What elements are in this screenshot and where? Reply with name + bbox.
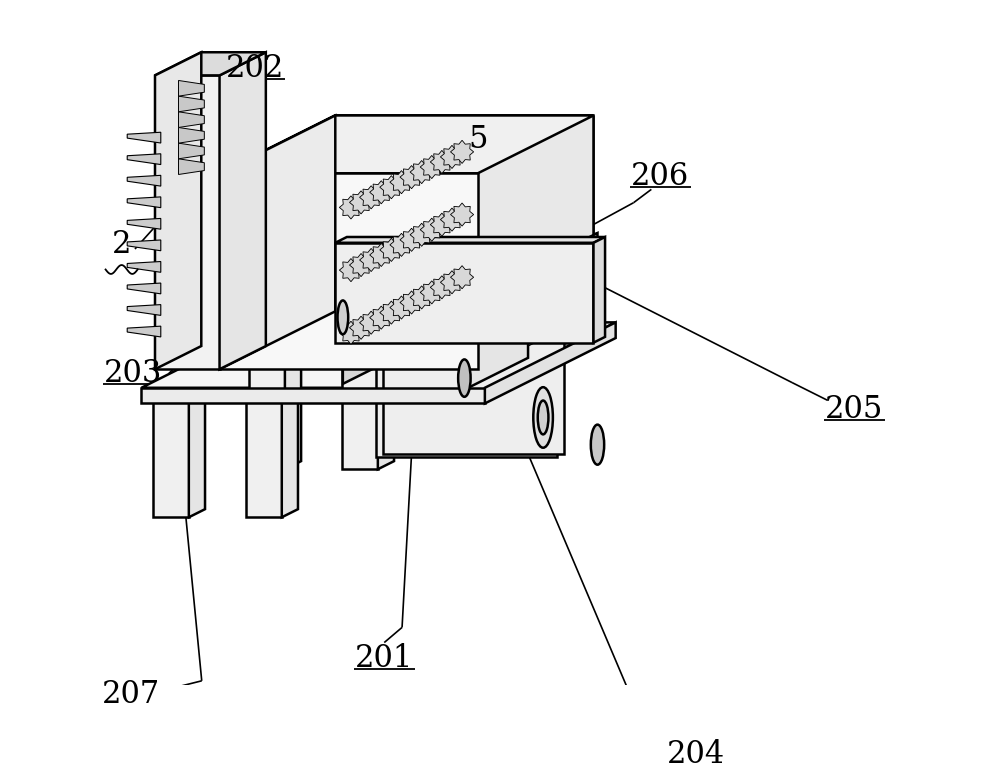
Polygon shape	[155, 52, 201, 369]
Polygon shape	[400, 165, 423, 189]
Polygon shape	[155, 76, 220, 369]
Ellipse shape	[533, 387, 553, 448]
Polygon shape	[127, 197, 161, 207]
Polygon shape	[349, 253, 373, 277]
Polygon shape	[285, 346, 301, 469]
Text: 206: 206	[631, 161, 689, 191]
Text: 205: 205	[825, 394, 884, 425]
Polygon shape	[390, 171, 413, 194]
Polygon shape	[178, 159, 204, 174]
Polygon shape	[155, 52, 266, 76]
Polygon shape	[343, 233, 597, 384]
Polygon shape	[246, 402, 282, 517]
Text: 5: 5	[468, 124, 487, 155]
Polygon shape	[141, 322, 616, 388]
Polygon shape	[380, 176, 403, 199]
Polygon shape	[178, 80, 204, 96]
Polygon shape	[349, 316, 373, 340]
Polygon shape	[380, 239, 403, 262]
Polygon shape	[335, 116, 593, 311]
Polygon shape	[335, 237, 605, 243]
Polygon shape	[420, 218, 443, 241]
Polygon shape	[378, 346, 394, 469]
Polygon shape	[127, 304, 161, 315]
Polygon shape	[430, 275, 453, 299]
Polygon shape	[127, 240, 161, 251]
Polygon shape	[440, 208, 464, 231]
Polygon shape	[220, 116, 335, 369]
Polygon shape	[440, 145, 464, 168]
Ellipse shape	[338, 301, 348, 334]
Polygon shape	[349, 190, 373, 214]
Polygon shape	[370, 306, 393, 329]
Polygon shape	[339, 321, 363, 344]
Polygon shape	[178, 128, 204, 143]
Polygon shape	[189, 394, 205, 517]
Ellipse shape	[458, 360, 471, 397]
Polygon shape	[410, 223, 433, 246]
Polygon shape	[450, 140, 474, 164]
Polygon shape	[370, 181, 393, 203]
Polygon shape	[430, 151, 453, 174]
Polygon shape	[178, 112, 204, 128]
Text: 207: 207	[101, 679, 160, 710]
Text: 203: 203	[104, 358, 162, 389]
Polygon shape	[420, 155, 443, 178]
Polygon shape	[467, 311, 528, 389]
Text: 202: 202	[226, 53, 284, 84]
Polygon shape	[360, 249, 383, 272]
Polygon shape	[440, 271, 464, 294]
Polygon shape	[141, 388, 485, 403]
Polygon shape	[360, 311, 383, 334]
Polygon shape	[220, 174, 478, 369]
Polygon shape	[220, 52, 266, 369]
Polygon shape	[220, 116, 593, 174]
Polygon shape	[478, 301, 593, 371]
Polygon shape	[249, 353, 285, 469]
Polygon shape	[380, 301, 403, 324]
Polygon shape	[390, 296, 413, 319]
Polygon shape	[370, 243, 393, 266]
Polygon shape	[485, 322, 616, 403]
Polygon shape	[127, 262, 161, 272]
Polygon shape	[390, 233, 413, 256]
Ellipse shape	[538, 401, 548, 435]
Polygon shape	[450, 265, 474, 289]
Polygon shape	[400, 228, 423, 252]
Polygon shape	[420, 281, 443, 304]
Text: 204: 204	[667, 739, 725, 765]
Polygon shape	[335, 243, 593, 343]
Polygon shape	[410, 161, 433, 184]
Polygon shape	[360, 186, 383, 209]
Polygon shape	[430, 213, 453, 236]
Polygon shape	[127, 283, 161, 294]
Polygon shape	[282, 394, 298, 517]
Polygon shape	[339, 259, 363, 282]
Polygon shape	[410, 286, 433, 309]
Polygon shape	[178, 143, 204, 159]
Polygon shape	[400, 291, 423, 314]
Polygon shape	[383, 338, 564, 454]
Polygon shape	[127, 132, 161, 143]
Polygon shape	[478, 262, 593, 332]
Polygon shape	[339, 196, 363, 219]
Polygon shape	[593, 237, 605, 343]
Polygon shape	[178, 96, 204, 112]
Polygon shape	[342, 353, 378, 469]
Ellipse shape	[591, 425, 604, 464]
Text: 201: 201	[355, 643, 413, 674]
Polygon shape	[153, 402, 189, 517]
Polygon shape	[450, 203, 474, 226]
Polygon shape	[127, 175, 161, 186]
Text: 2: 2	[112, 229, 131, 260]
Polygon shape	[376, 341, 557, 457]
Polygon shape	[127, 219, 161, 230]
Polygon shape	[127, 326, 161, 337]
Polygon shape	[127, 154, 161, 164]
